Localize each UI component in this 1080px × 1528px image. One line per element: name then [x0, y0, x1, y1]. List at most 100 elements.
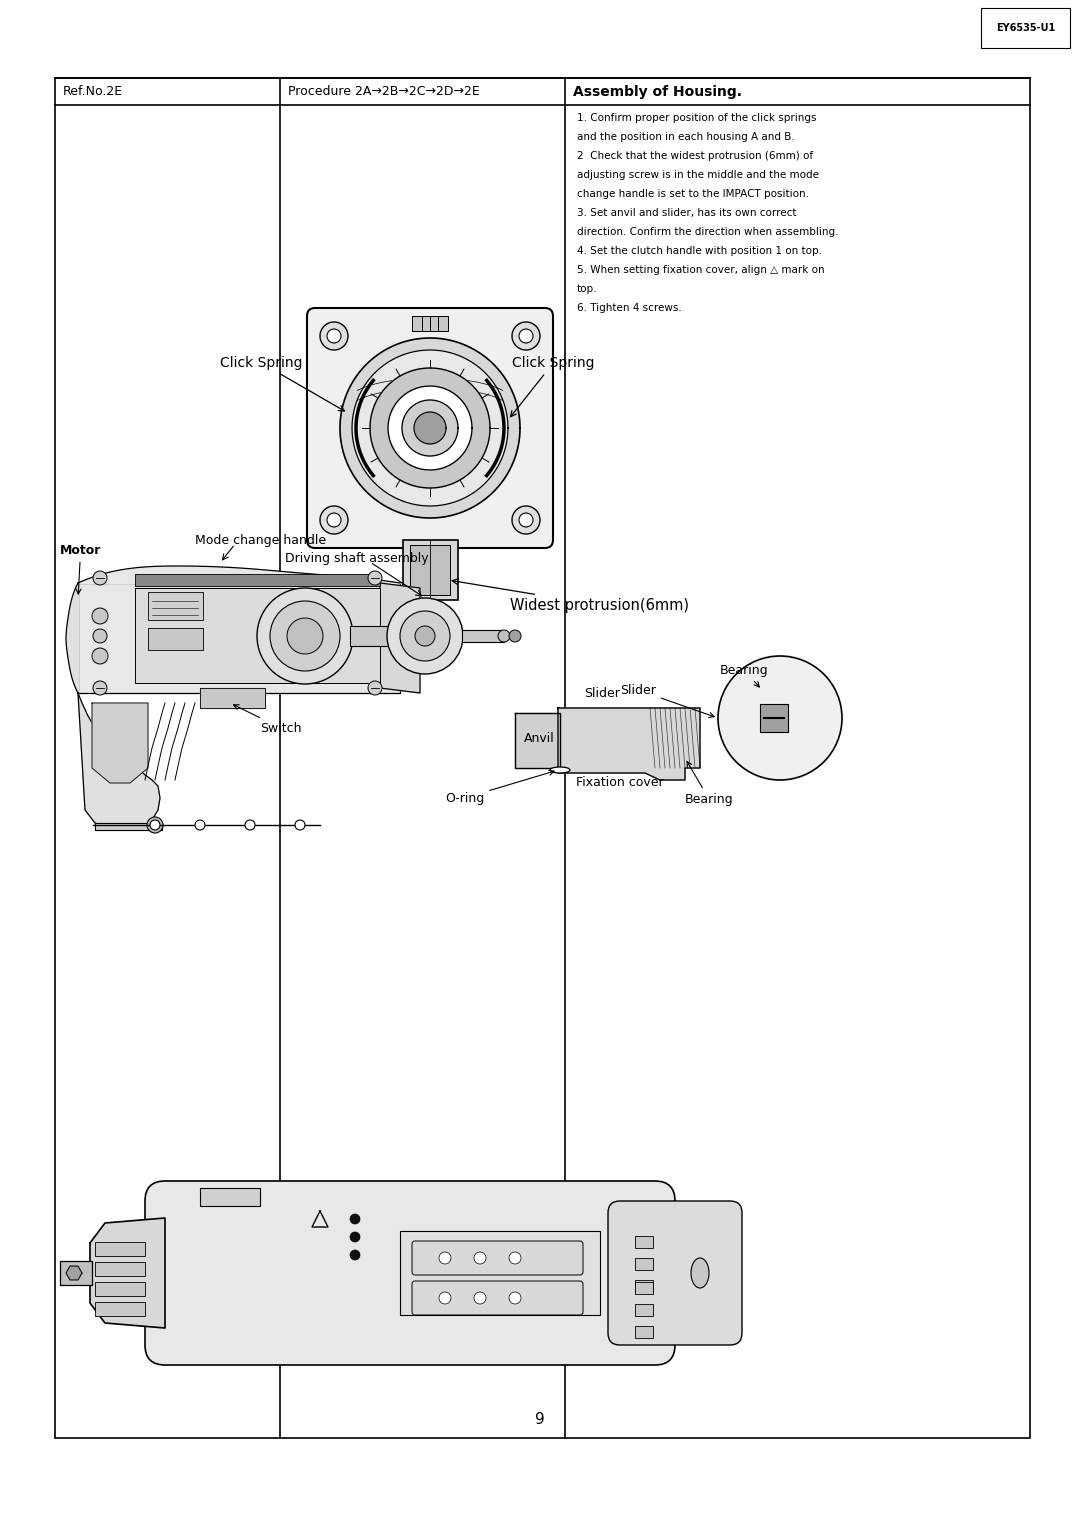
Bar [200, 1187, 260, 1206]
Bar [350, 626, 405, 646]
Text: Bearing: Bearing [720, 663, 769, 688]
Circle shape [415, 626, 435, 646]
Circle shape [512, 322, 540, 350]
Text: O-ring: O-ring [445, 770, 554, 805]
Bar [95, 1302, 145, 1316]
Bar [410, 545, 450, 594]
Polygon shape [92, 703, 148, 782]
Bar [95, 1262, 145, 1276]
Circle shape [320, 322, 348, 350]
Circle shape [387, 597, 463, 674]
Bar [635, 1303, 653, 1316]
Text: Slider: Slider [620, 683, 714, 717]
Text: Driving shaft assembly: Driving shaft assembly [285, 552, 429, 564]
Circle shape [327, 329, 341, 342]
Polygon shape [388, 387, 472, 471]
Text: Click Spring: Click Spring [511, 356, 594, 417]
Circle shape [92, 648, 108, 665]
Circle shape [718, 656, 842, 779]
Circle shape [509, 630, 521, 642]
Bar [400, 1232, 600, 1316]
Polygon shape [78, 694, 160, 830]
Ellipse shape [550, 767, 570, 773]
Text: Fixation cover: Fixation cover [577, 776, 664, 788]
Circle shape [93, 571, 107, 585]
Circle shape [245, 821, 255, 830]
Polygon shape [340, 338, 519, 518]
Circle shape [93, 630, 107, 643]
Text: Mode change handle: Mode change handle [195, 533, 326, 547]
Text: EY6535-U1: EY6535-U1 [996, 23, 1055, 34]
Bar [635, 1236, 653, 1248]
Circle shape [519, 513, 534, 527]
Polygon shape [90, 1218, 165, 1328]
Text: direction. Confirm the direction when assembling.: direction. Confirm the direction when as… [577, 228, 838, 237]
Circle shape [350, 1232, 360, 1242]
Bar [95, 1242, 145, 1256]
Polygon shape [370, 368, 490, 487]
Bar [635, 1282, 653, 1294]
Bar [55, 78, 1030, 1438]
Polygon shape [200, 688, 265, 707]
Circle shape [92, 608, 108, 623]
Circle shape [368, 571, 382, 585]
Bar [60, 1261, 92, 1285]
Bar [95, 1282, 145, 1296]
Polygon shape [558, 707, 700, 779]
Text: Widest protrusion(6mm): Widest protrusion(6mm) [453, 579, 689, 613]
Circle shape [195, 821, 205, 830]
FancyBboxPatch shape [411, 1280, 583, 1316]
Circle shape [350, 1250, 360, 1261]
Circle shape [438, 1251, 451, 1264]
Text: 3. Set anvil and slider, has its own correct: 3. Set anvil and slider, has its own cor… [577, 208, 797, 219]
Bar [760, 704, 788, 732]
Circle shape [368, 681, 382, 695]
Circle shape [287, 617, 323, 654]
Polygon shape [66, 1267, 82, 1280]
Circle shape [509, 1251, 521, 1264]
Bar [135, 575, 380, 587]
Circle shape [519, 329, 534, 342]
Circle shape [147, 817, 163, 833]
Text: adjusting screw is in the middle and the mode: adjusting screw is in the middle and the… [577, 170, 819, 180]
Bar [635, 1258, 653, 1270]
FancyBboxPatch shape [145, 1181, 675, 1365]
Text: 5. When setting fixation cover, align △ mark on: 5. When setting fixation cover, align △ … [577, 264, 825, 275]
Text: 6. Tighten 4 screws.: 6. Tighten 4 screws. [577, 303, 681, 313]
Text: Switch: Switch [233, 704, 301, 735]
Bar [635, 1326, 653, 1339]
Circle shape [350, 1215, 360, 1224]
Bar [462, 630, 504, 642]
Text: 4. Set the clutch handle with position 1 on top.: 4. Set the clutch handle with position 1… [577, 246, 822, 257]
Text: 9: 9 [535, 1412, 545, 1427]
Text: Ref.No.2E: Ref.No.2E [63, 86, 123, 98]
Circle shape [512, 506, 540, 533]
Polygon shape [352, 350, 508, 506]
Circle shape [509, 1293, 521, 1303]
Polygon shape [414, 413, 446, 445]
Text: 1. Confirm proper position of the click springs: 1. Confirm proper position of the click … [577, 113, 816, 122]
Text: Slider: Slider [584, 686, 620, 700]
Circle shape [327, 513, 341, 527]
Circle shape [400, 611, 450, 662]
Text: Anvil: Anvil [524, 732, 555, 744]
Text: Bearing: Bearing [685, 761, 733, 805]
Circle shape [474, 1293, 486, 1303]
Bar [148, 591, 203, 620]
Text: Click Spring: Click Spring [220, 356, 345, 411]
FancyBboxPatch shape [608, 1201, 742, 1345]
Circle shape [257, 588, 353, 685]
FancyBboxPatch shape [307, 309, 553, 549]
Text: change handle is set to the IMPACT position.: change handle is set to the IMPACT posit… [577, 189, 809, 199]
Polygon shape [95, 824, 162, 830]
Text: 2  Check that the widest protrusion (6mm) of: 2 Check that the widest protrusion (6mm)… [577, 151, 813, 160]
Polygon shape [402, 400, 458, 455]
Circle shape [270, 601, 340, 671]
Text: Procedure 2A→2B→2C→2D→2E: Procedure 2A→2B→2C→2D→2E [288, 86, 480, 98]
Polygon shape [135, 588, 380, 683]
Circle shape [320, 506, 348, 533]
Circle shape [474, 1251, 486, 1264]
Polygon shape [515, 714, 561, 769]
Polygon shape [78, 584, 400, 694]
Text: Assembly of Housing.: Assembly of Housing. [573, 84, 742, 98]
